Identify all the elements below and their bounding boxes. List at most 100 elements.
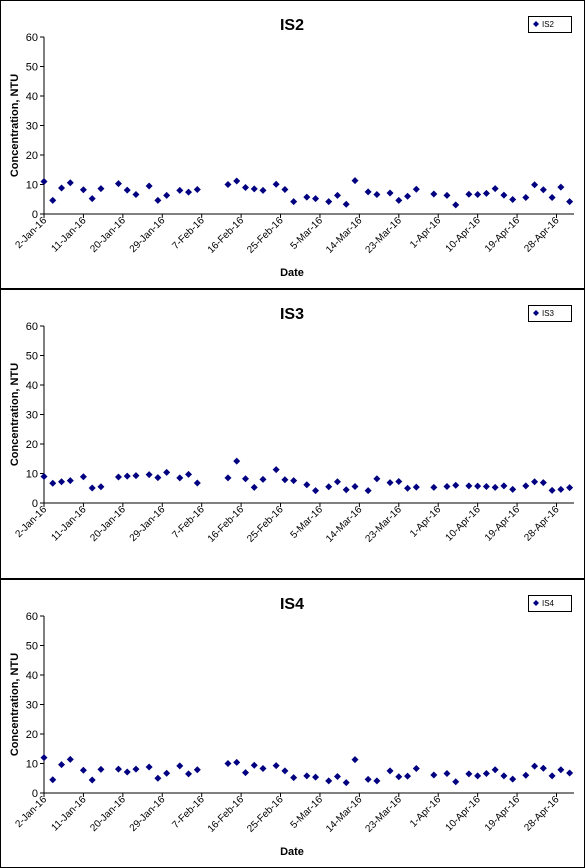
- chart-panel-is4: IS4 Concentration, NTU 0 10 20 30 40 50 60 2-Jan-…: [0, 579, 585, 868]
- x-axis-label: Date: [280, 846, 304, 858]
- chart-frame: [0, 579, 585, 868]
- data-point: [290, 477, 298, 485]
- data-point: [404, 772, 412, 780]
- data-point: [250, 185, 258, 193]
- data-point: [500, 482, 508, 490]
- data-point: [539, 186, 547, 194]
- data-point: [303, 772, 311, 780]
- data-point: [290, 198, 298, 206]
- data-point: [548, 486, 556, 494]
- data-point: [58, 761, 66, 769]
- data-point: [241, 475, 249, 483]
- y-tick-label: 40: [26, 670, 38, 682]
- data-point: [443, 191, 451, 199]
- y-tick-label: 50: [26, 641, 38, 653]
- data-point: [430, 771, 438, 779]
- data-point: [386, 479, 394, 487]
- legend-box: [528, 595, 572, 612]
- data-point: [430, 190, 438, 198]
- chart-title: IS2: [280, 17, 304, 34]
- data-point: [241, 769, 249, 777]
- data-point: [66, 755, 74, 763]
- data-point: [163, 191, 171, 199]
- chart-title: IS4: [280, 596, 304, 613]
- data-point: [88, 484, 96, 492]
- data-point: [123, 472, 131, 480]
- data-point: [123, 186, 131, 194]
- y-tick-label: 60: [26, 611, 38, 623]
- data-point: [404, 192, 412, 200]
- data-point: [333, 191, 341, 199]
- data-point: [474, 191, 482, 199]
- data-point: [412, 483, 420, 491]
- data-point: [395, 477, 403, 485]
- data-point: [509, 196, 517, 204]
- data-point: [364, 775, 372, 783]
- data-point: [373, 191, 381, 199]
- data-point: [500, 772, 508, 780]
- y-tick-label: 20: [26, 150, 38, 162]
- data-point: [224, 181, 232, 188]
- data-point: [250, 761, 258, 769]
- y-tick-label: 10: [26, 759, 38, 771]
- data-point: [539, 764, 547, 772]
- data-point: [443, 482, 451, 490]
- data-point: [40, 178, 48, 186]
- data-point: [566, 484, 574, 492]
- data-point: [132, 765, 140, 773]
- data-point: [474, 772, 482, 780]
- data-point: [522, 771, 530, 779]
- data-point: [123, 768, 131, 776]
- data-point: [281, 186, 289, 194]
- data-point: [531, 478, 539, 486]
- data-point: [539, 479, 547, 487]
- data-point: [386, 767, 394, 775]
- data-point: [40, 754, 48, 762]
- data-point: [233, 177, 241, 185]
- data-point: [193, 479, 201, 487]
- data-point: [154, 474, 162, 482]
- y-tick-label: 60: [26, 32, 38, 44]
- data-point: [79, 186, 87, 194]
- data-point: [325, 777, 333, 785]
- data-point: [482, 482, 490, 490]
- data-point: [193, 186, 201, 194]
- data-point: [557, 485, 565, 493]
- y-axis-label: Concentration, NTU: [9, 74, 21, 177]
- data-point: [465, 770, 473, 778]
- data-point: [351, 756, 359, 764]
- data-point: [342, 486, 350, 494]
- data-point: [290, 774, 298, 782]
- data-point: [259, 186, 267, 194]
- data-point: [145, 471, 153, 479]
- y-tick-label: 20: [26, 439, 38, 451]
- chart-frame: [0, 0, 585, 289]
- data-point: [66, 179, 74, 187]
- data-point: [281, 476, 289, 484]
- data-point: [325, 483, 333, 491]
- data-point: [500, 191, 508, 199]
- y-tick-label: 10: [26, 469, 38, 481]
- data-point: [412, 185, 420, 193]
- data-point: [491, 185, 499, 193]
- data-point: [145, 763, 153, 771]
- legend-marker: [533, 310, 539, 316]
- data-point: [482, 770, 490, 778]
- data-point: [491, 766, 499, 774]
- data-point: [259, 475, 267, 483]
- y-tick-label: 50: [26, 62, 38, 74]
- data-point: [163, 769, 171, 777]
- y-tick-label: 50: [26, 351, 38, 363]
- data-point: [145, 182, 153, 190]
- data-point: [548, 193, 556, 201]
- data-point: [233, 758, 241, 766]
- data-point: [412, 765, 420, 773]
- data-point: [373, 777, 381, 785]
- data-point: [58, 478, 66, 486]
- data-point: [395, 196, 403, 204]
- data-point: [303, 193, 311, 201]
- legend-marker: [533, 21, 539, 27]
- legend-box: [528, 305, 572, 322]
- data-point: [132, 472, 140, 480]
